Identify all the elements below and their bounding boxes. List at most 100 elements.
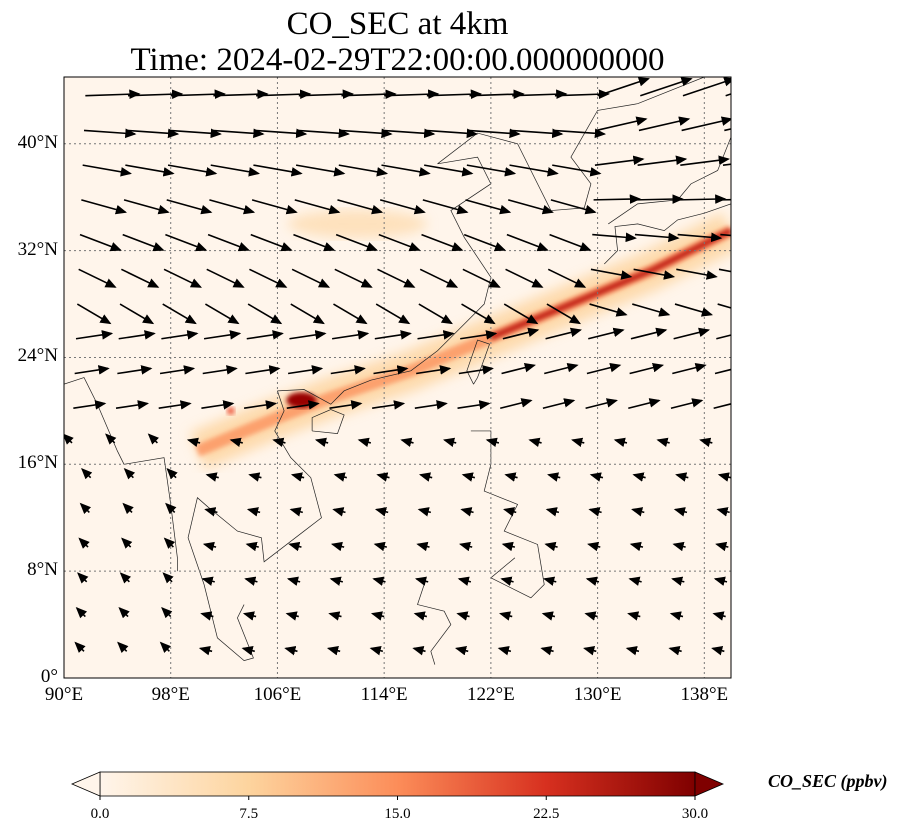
wind-arrow	[673, 327, 711, 340]
wind-arrow	[506, 233, 549, 252]
wind-arrow	[508, 199, 554, 215]
wind-arrow	[81, 468, 93, 480]
wind-arrow	[169, 128, 222, 139]
colorbar-tick-label: 0.0	[90, 806, 110, 822]
wind-arrow	[678, 194, 727, 204]
wind-arrow	[298, 89, 354, 99]
wind-arrow	[673, 507, 688, 517]
wind-arrow	[245, 365, 281, 375]
wind-arrow	[381, 164, 431, 177]
wind-arrow	[586, 362, 622, 375]
wind-arrow	[329, 576, 344, 586]
wind-arrow	[123, 468, 136, 480]
wind-arrow	[716, 334, 731, 340]
wind-arrow	[286, 400, 320, 410]
coastline	[417, 584, 452, 665]
wind-arrow	[126, 128, 180, 139]
y-tick-label: 40°N	[17, 131, 58, 153]
wind-arrow	[677, 232, 723, 243]
colorbar-tick-label: 22.5	[533, 806, 560, 822]
wind-arrow	[724, 128, 731, 132]
wind-arrow	[627, 611, 641, 621]
wind-arrow	[119, 303, 155, 325]
wind-arrow	[465, 199, 512, 215]
wind-arrow	[147, 433, 160, 445]
wind-arrow	[512, 89, 568, 99]
wind-arrow	[272, 437, 286, 448]
wind-arrow	[384, 89, 440, 99]
wind-arrow	[425, 128, 478, 139]
wind-arrow	[628, 398, 661, 409]
wind-arrow	[163, 268, 203, 288]
wind-arrow	[717, 472, 731, 482]
wind-arrow	[75, 606, 88, 619]
wind-arrow	[632, 303, 671, 317]
wind-arrow	[253, 164, 303, 177]
wind-arrow	[123, 199, 170, 215]
wind-arrow	[249, 268, 288, 288]
wind-arrow	[284, 646, 298, 656]
wind-arrow	[83, 128, 137, 139]
wind-arrow	[375, 303, 411, 325]
wind-arrow	[77, 572, 89, 584]
wind-arrow	[242, 611, 257, 621]
wind-arrow	[64, 433, 74, 445]
coastline	[604, 203, 731, 265]
wind-arrow	[593, 194, 641, 204]
colorbar-tick-label: 7.5	[239, 806, 259, 822]
wind-arrow	[329, 400, 363, 410]
wind-arrow	[458, 365, 494, 375]
wind-arrow	[528, 437, 542, 448]
wind-arrow	[78, 268, 117, 288]
wind-arrow	[163, 537, 176, 549]
wind-arrow	[79, 233, 122, 252]
wind-arrow	[370, 611, 385, 621]
wind-arrow	[672, 541, 686, 552]
wind-arrow	[105, 433, 117, 445]
wind-arrow	[314, 437, 329, 448]
wind-arrow	[335, 233, 378, 252]
wind-arrow	[544, 541, 558, 552]
wind-arrow	[243, 400, 278, 410]
wind-arrow	[118, 606, 130, 619]
wind-arrow	[670, 398, 704, 409]
wind-arrow	[290, 472, 305, 482]
coastline	[187, 390, 322, 662]
wind-arrow	[443, 437, 457, 448]
wind-arrow	[290, 303, 325, 325]
y-tick-label: 8°N	[27, 559, 58, 581]
wind-arrow	[295, 164, 346, 177]
wind-arrow	[162, 303, 197, 325]
wind-arrow	[461, 303, 496, 325]
plume-north	[287, 209, 428, 238]
wind-arrow	[625, 646, 640, 656]
wind-arrow	[500, 576, 514, 586]
x-tick-label: 90°E	[44, 684, 84, 705]
wind-arrow	[121, 268, 160, 288]
wind-arrow	[682, 77, 731, 97]
wind-arrow	[589, 472, 604, 482]
wind-arrow	[254, 128, 308, 139]
wind-arrow	[656, 437, 670, 448]
wind-arrow	[460, 507, 474, 517]
coastlines	[64, 77, 731, 665]
wind-arrow	[369, 646, 384, 656]
wind-arrow	[544, 362, 579, 375]
wind-arrow	[699, 437, 713, 448]
wind-arrow	[229, 437, 243, 448]
wind-arrow	[632, 472, 646, 482]
wind-arrow	[73, 400, 107, 410]
wind-arrow	[341, 89, 397, 99]
wind-arrow	[244, 576, 258, 586]
wind-arrow	[376, 472, 390, 482]
wind-arrow	[379, 199, 426, 215]
wind-arrow	[416, 541, 430, 552]
wind-arrow	[417, 330, 455, 340]
wind-arrow	[377, 268, 416, 288]
wind-arrow	[246, 330, 284, 340]
wind-arrow	[504, 472, 518, 482]
x-tick-label: 98°E	[151, 684, 190, 705]
wind-arrow	[81, 199, 128, 215]
wind-arrow	[213, 89, 269, 99]
wind-arrow	[455, 646, 469, 656]
